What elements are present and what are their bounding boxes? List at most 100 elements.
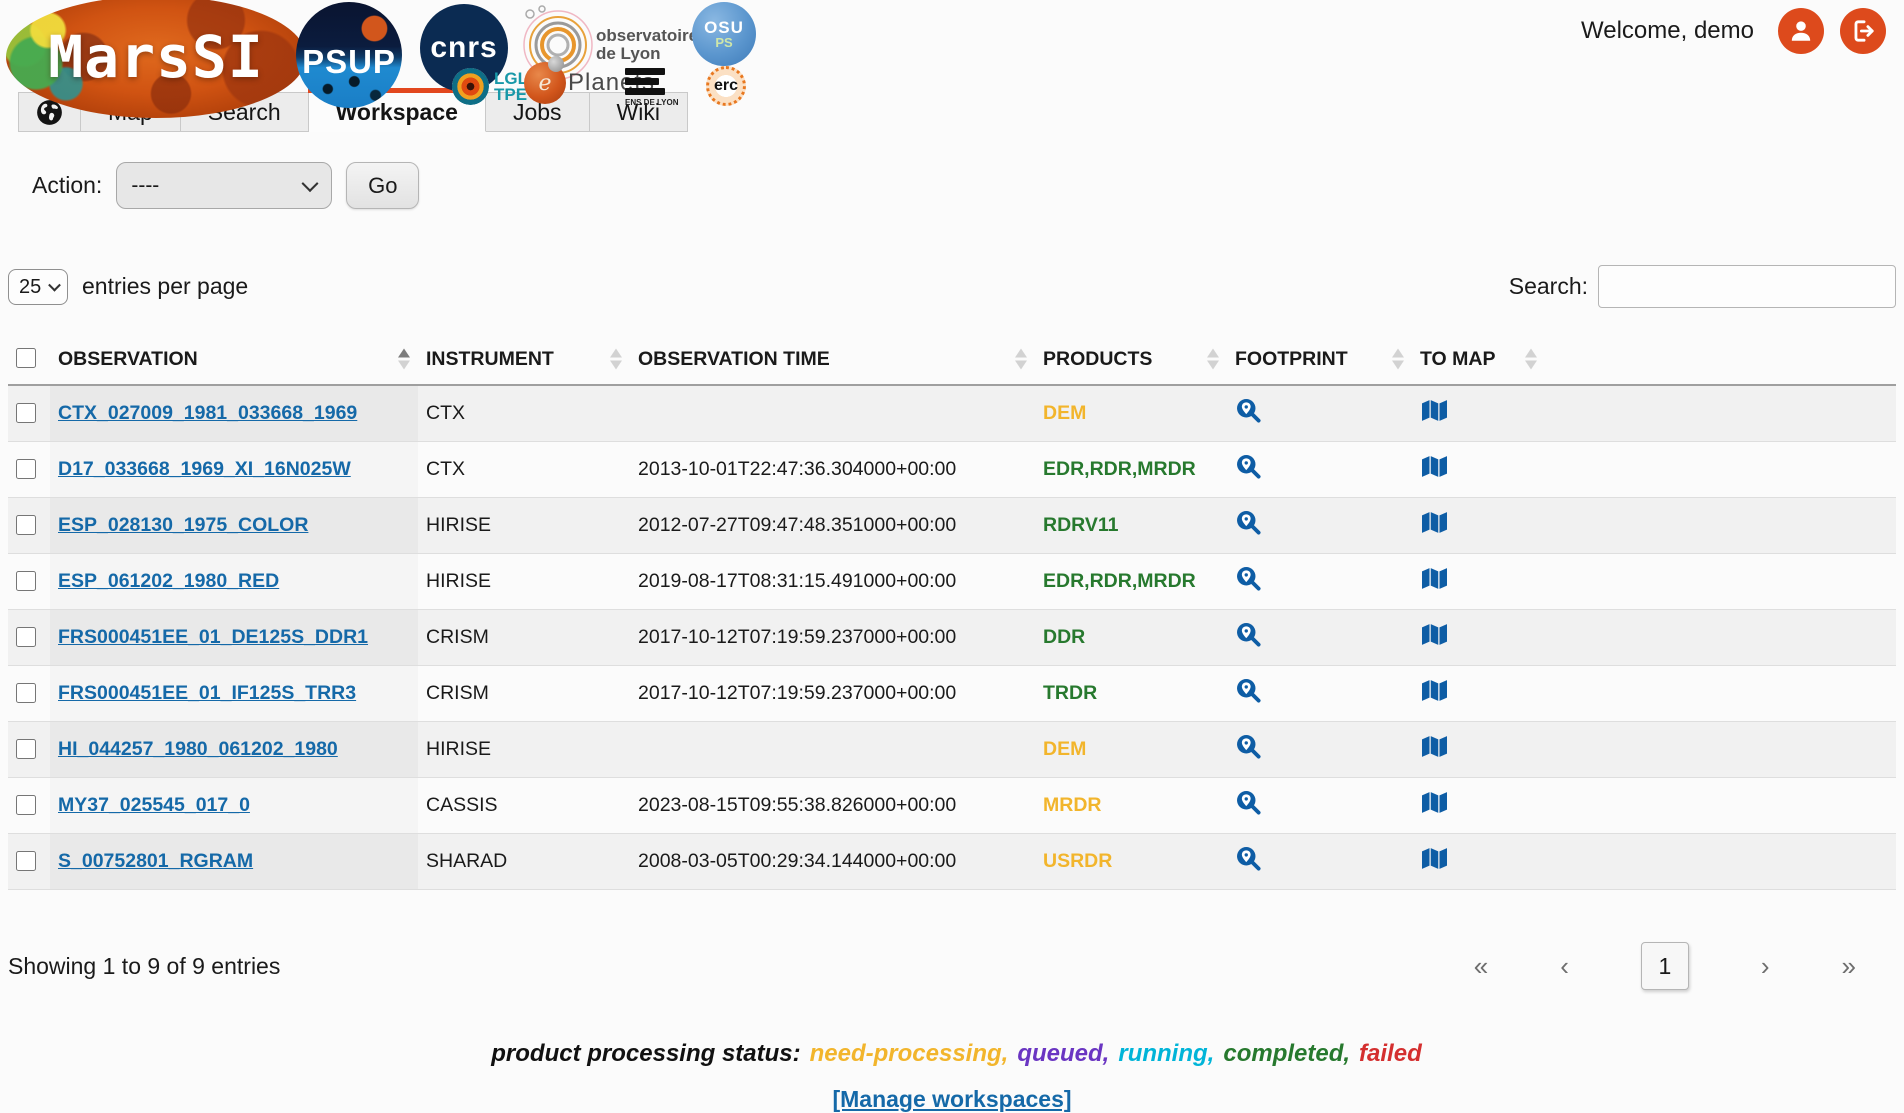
psup-logo: PSUP [296,2,402,108]
current-page-button[interactable]: 1 [1640,942,1689,990]
observation-link[interactable]: HI_044257_1980_061202_1980 [58,738,338,760]
to-map-button[interactable] [1420,846,1449,871]
to-map-button[interactable] [1420,398,1449,423]
table-row: ESP_061202_1980_RED HIRISE 2019-08-17T08… [8,553,1896,610]
observation-link[interactable]: MY37_025545_017_0 [58,794,250,816]
instrument-cell: CTX [418,385,630,442]
instrument-cell: HIRISE [418,497,630,554]
table-footer: Showing 1 to 9 of 9 entries « ‹ 1 › » [8,942,1896,990]
row-checkbox[interactable] [16,514,36,535]
marssi-logo: MarsSI [6,0,306,118]
legend-completed: completed, [1223,1040,1351,1067]
footprint-button[interactable] [1235,789,1262,816]
to-map-button[interactable] [1420,454,1449,479]
search-location-icon [1237,791,1261,815]
globe-icon [37,99,62,125]
to-map-button[interactable] [1420,678,1449,703]
row-checkbox[interactable] [16,850,36,871]
row-checkbox[interactable] [16,738,36,759]
sort-icon-instrument [610,348,622,370]
go-button[interactable]: Go [346,162,420,209]
sort-icon-to-map [1525,348,1537,370]
observation-time-cell: 2012-07-27T09:47:48.351000+00:00 [630,497,1035,554]
search-zone: Search: [1509,265,1896,308]
action-select-wrap: ---- [116,162,333,209]
to-map-button[interactable] [1420,566,1449,591]
profile-button[interactable] [1778,8,1824,54]
to-map-button[interactable] [1420,790,1449,815]
footprint-button[interactable] [1235,509,1262,536]
footprint-button[interactable] [1235,845,1262,872]
manage-workspaces-link[interactable]: [Manage workspaces] [832,1086,1072,1112]
footprint-button[interactable] [1235,397,1262,424]
search-location-icon [1237,623,1261,647]
legend-running: running, [1118,1040,1215,1067]
user-zone: Welcome, demo [1581,8,1886,54]
products-status-text: EDR,RDR,MRDR [1043,458,1196,480]
action-label: Action: [32,172,103,198]
entries-per-page-label: entries per page [82,273,249,299]
column-header-observation-time[interactable]: OBSERVATION TIME [630,334,1035,386]
page-size-select[interactable]: 25 [8,268,68,305]
column-header-products[interactable]: PRODUCTS [1035,334,1227,386]
to-map-button[interactable] [1420,510,1449,535]
products-status-text: DEM [1043,402,1087,424]
row-checkbox[interactable] [16,570,36,591]
instrument-cell: CTX [418,441,630,498]
next-page-button[interactable]: › [1760,950,1770,981]
observation-link[interactable]: FRS000451EE_01_DE125S_DDR1 [58,626,369,648]
action-toolbar: Action: ---- Go [32,162,1904,209]
column-header-to-map[interactable]: TO MAP [1412,334,1545,386]
app-header: MarsSI PSUP cnrs observatoire de Lyon OS… [0,0,1904,118]
entries-summary: Showing 1 to 9 of 9 entries [8,952,281,979]
logout-icon [1854,20,1874,42]
row-checkbox[interactable] [16,626,36,647]
footprint-button[interactable] [1235,621,1262,648]
search-location-icon [1237,399,1261,423]
column-header-observation[interactable]: OBSERVATION [50,334,418,386]
observation-link[interactable]: ESP_061202_1980_RED [58,570,280,592]
row-checkbox[interactable] [16,794,36,815]
search-location-icon [1237,567,1261,591]
logout-button[interactable] [1840,8,1886,54]
status-legend: product processing status: need-processin… [0,1040,1904,1068]
select-all-header [8,334,50,386]
footprint-button[interactable] [1235,453,1262,480]
products-status-text: USRDR [1043,850,1113,872]
observation-link[interactable]: CTX_027009_1981_033668_1969 [58,402,358,424]
table-row: D17_033668_1969_XI_16N025W CTX 2013-10-0… [8,441,1896,498]
map-icon [1422,624,1447,645]
observation-link[interactable]: ESP_028130_1975_COLOR [58,514,309,536]
footprint-button[interactable] [1235,565,1262,592]
column-header-footprint[interactable]: FOOTPRINT [1227,334,1412,386]
observation-time-cell: 2023-08-15T09:55:38.826000+00:00 [630,777,1035,834]
row-checkbox[interactable] [16,458,36,479]
search-input[interactable] [1598,265,1896,308]
previous-page-button[interactable]: ‹ [1560,950,1569,981]
tab-wiki[interactable]: Wiki [589,92,688,132]
row-checkbox[interactable] [16,402,36,423]
column-header-instrument[interactable]: INSTRUMENT [418,334,630,386]
erc-logo: erc [706,66,746,106]
observation-link[interactable]: D17_033668_1969_XI_16N025W [58,458,351,480]
search-location-icon [1237,679,1261,703]
to-map-button[interactable] [1420,734,1449,759]
select-all-checkbox[interactable] [16,348,36,368]
map-icon [1422,400,1447,421]
to-map-button[interactable] [1420,622,1449,647]
last-page-button[interactable]: » [1841,950,1856,981]
main-nav: Map Search Workspace Jobs Wiki [18,88,1904,132]
footprint-button[interactable] [1235,733,1262,760]
instrument-cell: CRISM [418,665,630,722]
welcome-text: Welcome, demo [1581,17,1754,44]
footprint-button[interactable] [1235,677,1262,704]
table-row: MY37_025545_017_0 CASSIS 2023-08-15T09:5… [8,777,1896,834]
first-page-button[interactable]: « [1473,950,1489,981]
action-select[interactable]: ---- [116,162,333,209]
legend-failed: failed [1359,1040,1422,1067]
table-header-row: OBSERVATION INSTRUMENT OBSERVATION TIME … [8,334,1896,386]
row-checkbox[interactable] [16,682,36,703]
observation-link[interactable]: S_00752801_RGRAM [58,850,254,872]
manage-workspaces: [Manage workspaces] [0,1086,1904,1113]
observation-link[interactable]: FRS000451EE_01_IF125S_TRR3 [58,682,357,704]
